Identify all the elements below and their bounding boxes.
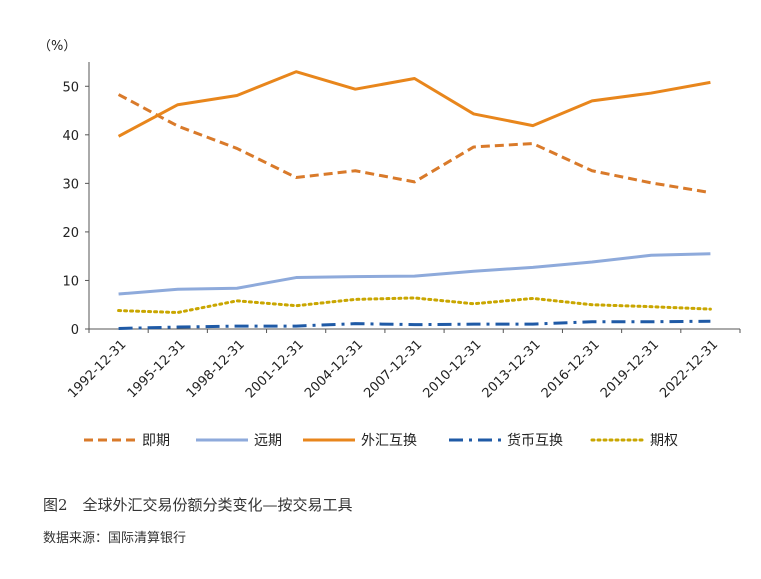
x-tick-label: 2019-12-31 [598,337,662,401]
y-tick-label: 10 [62,274,79,289]
series-line-4 [117,296,712,314]
x-tick-label: 1998-12-31 [184,337,248,401]
legend-label-0: 即期 [142,433,170,449]
y-tick-label: 0 [71,323,79,338]
x-tick-label: 2022-12-31 [657,337,721,401]
series-line-3 [118,319,711,331]
legend-label-2: 外汇互换 [361,432,417,449]
y-axis-unit-label: （%） [38,39,76,54]
x-tick-label: 2007-12-31 [361,337,425,401]
series-line-2 [117,70,711,138]
y-tick-label: 40 [62,129,79,144]
x-tick-label: 2013-12-31 [480,337,544,401]
x-tick-label: 2004-12-31 [302,337,366,401]
plot-area: 0 10 20 30 40 50 1992-12-311995-12-311998-12-3… [62,62,741,401]
y-tick-label: 30 [62,177,79,192]
series-line-1 [118,252,711,296]
chart-legend: 即期 远期 外汇互换 货币互换 期权 [84,432,678,449]
legend-label-1: 远期 [254,433,282,449]
line-chart: （%） 0 10 20 30 40 50 1992-12-311995-12-311998-… [38,39,741,449]
legend-label-3: 货币互换 [507,432,563,449]
x-tick-label: 1992-12-31 [65,337,129,401]
series-line-0 [117,93,711,195]
x-tick-label: 2001-12-31 [243,337,307,401]
legend-label-4: 期权 [650,433,678,449]
data-source-note: 数据来源：国际清算银行 [43,531,187,546]
y-tick-label: 20 [62,226,79,241]
figure-caption: 图2 全球外汇交易份额分类变化—按交易工具 [43,496,353,514]
x-tick-label: 2010-12-31 [420,337,484,401]
y-tick-label: 50 [62,80,79,95]
x-tick-label: 2016-12-31 [539,337,603,401]
x-tick-label: 1995-12-31 [125,337,189,401]
